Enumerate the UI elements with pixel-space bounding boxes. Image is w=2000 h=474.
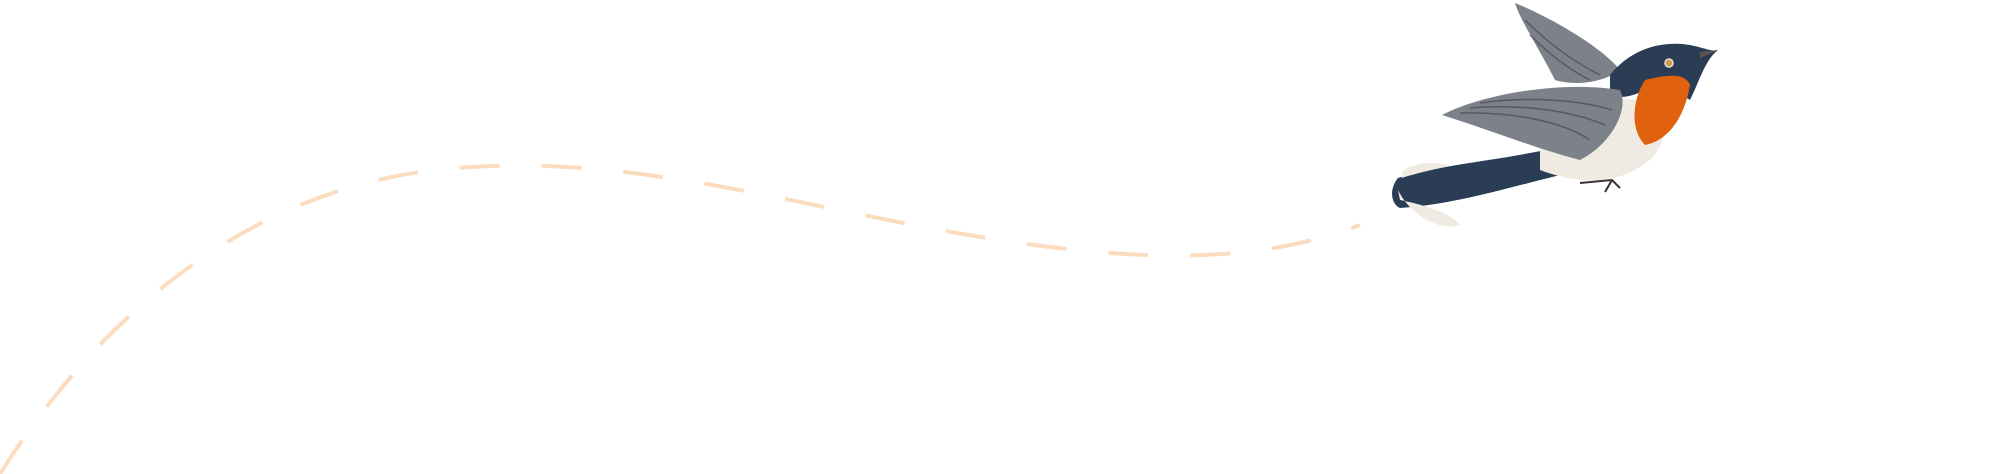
bird-feet xyxy=(1579,178,1621,193)
bird-eye xyxy=(1664,58,1674,68)
bird-illustration xyxy=(1392,3,1718,227)
dashed-flight-path xyxy=(0,163,1361,474)
bird-throat xyxy=(1634,75,1690,145)
bird-head xyxy=(1610,43,1718,100)
wing-feather-lines xyxy=(1459,19,1613,141)
bird-lower-wing xyxy=(1442,86,1623,160)
bird-upper-wing xyxy=(1515,3,1620,83)
bird-tail xyxy=(1392,150,1560,208)
bird-beak xyxy=(1700,50,1718,58)
bird-tail-tips xyxy=(1398,162,1460,227)
